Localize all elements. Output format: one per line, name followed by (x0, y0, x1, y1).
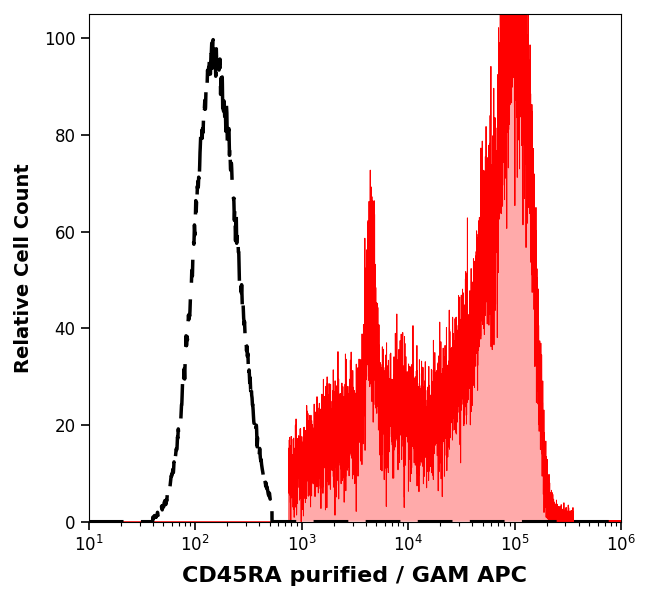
Y-axis label: Relative Cell Count: Relative Cell Count (14, 163, 33, 373)
X-axis label: CD45RA purified / GAM APC: CD45RA purified / GAM APC (183, 566, 528, 586)
